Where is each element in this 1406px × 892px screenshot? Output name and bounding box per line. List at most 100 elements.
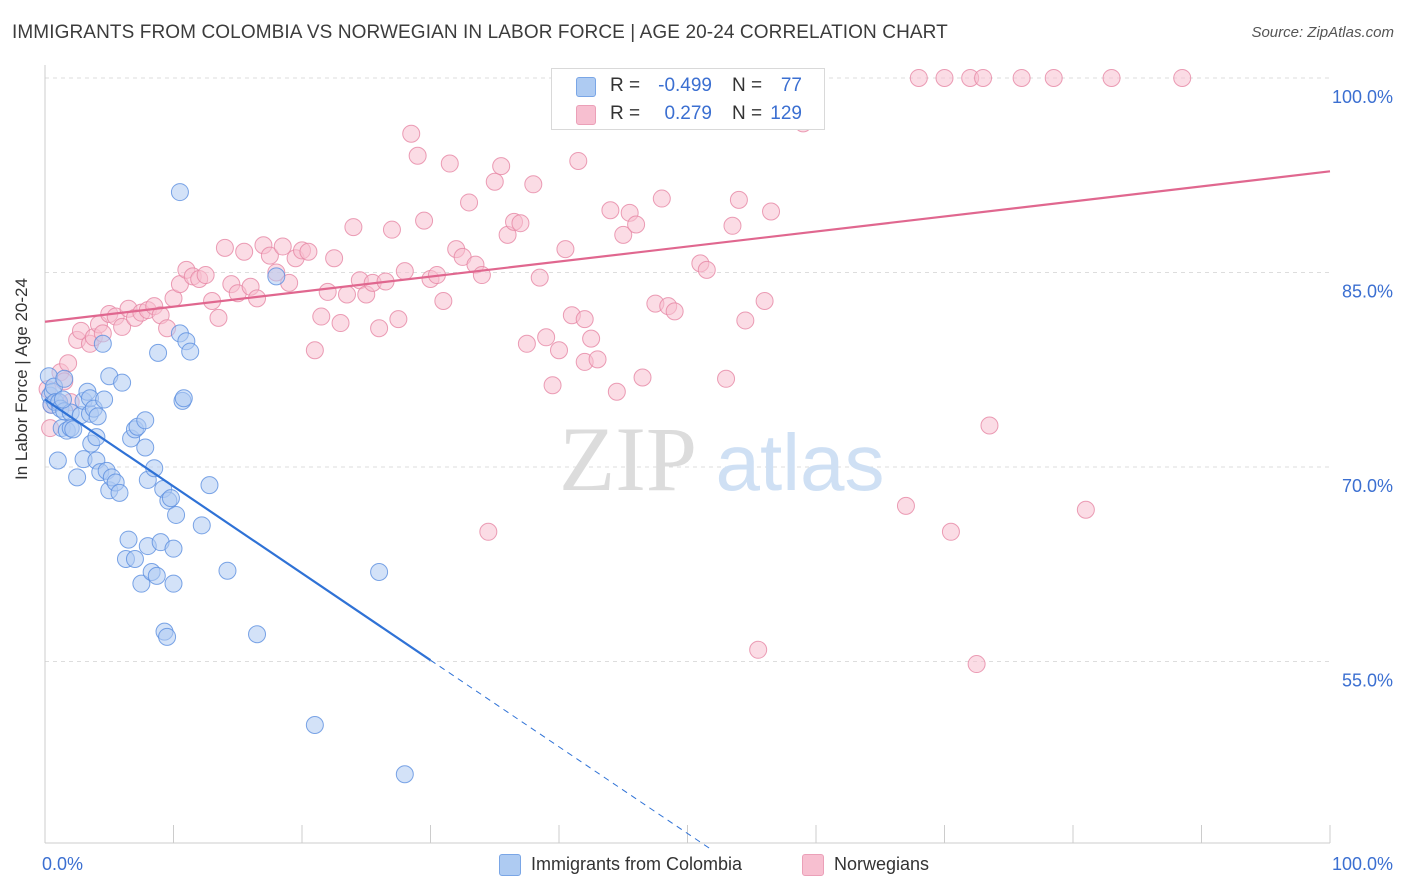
watermark-atlas: atlas <box>716 418 885 507</box>
point-norwegians <box>652 189 671 208</box>
legend-stats-row-colombia: R = -0.499 N = 77 <box>552 72 824 100</box>
point-colombia <box>48 451 67 470</box>
legend-series: Immigrants from Colombia Norwegians <box>0 852 1406 878</box>
point-colombia <box>68 468 87 487</box>
legend-stats: R = -0.499 N = 77 R = 0.279 N = 129 <box>551 68 825 130</box>
point-norwegians <box>543 376 562 395</box>
source-note: Source: ZipAtlas.com <box>1251 24 1394 41</box>
point-norwegians <box>337 285 356 304</box>
point-norwegians <box>614 225 633 244</box>
point-norwegians <box>530 268 549 287</box>
point-norwegians <box>974 68 993 87</box>
point-colombia <box>119 530 138 549</box>
point-colombia <box>267 267 286 286</box>
point-norwegians <box>896 496 915 515</box>
watermark: ZIP atlas <box>559 408 884 510</box>
point-norwegians <box>440 154 459 173</box>
point-colombia <box>170 183 189 202</box>
tick-labels: 100.0% 85.0% 70.0% 55.0% 0.0% 100.0% <box>42 87 1393 874</box>
point-norwegians <box>665 302 684 321</box>
y-tick-label: 55.0% <box>1342 670 1393 690</box>
point-norwegians <box>312 307 331 326</box>
point-norwegians <box>697 260 716 279</box>
point-norwegians <box>588 350 607 369</box>
point-norwegians <box>582 329 601 348</box>
legend-r-value: 0.279 <box>664 103 712 124</box>
x-tick-label: 0.0% <box>42 854 83 874</box>
point-norwegians <box>273 237 292 256</box>
point-colombia <box>136 438 155 457</box>
point-norwegians <box>575 310 594 329</box>
point-colombia <box>136 411 155 430</box>
point-norwegians <box>755 291 774 310</box>
point-norwegians <box>517 334 536 353</box>
legend-swatch-colombia <box>499 854 521 876</box>
point-norwegians <box>299 242 318 261</box>
point-norwegians <box>723 216 742 235</box>
point-norwegians <box>749 640 768 659</box>
y-tick-label: 85.0% <box>1342 281 1393 301</box>
series-colombia <box>39 183 414 784</box>
legend-label-norwegians: Norwegians <box>834 854 930 874</box>
point-norwegians <box>59 354 78 373</box>
legend-n-label: N = <box>732 75 763 96</box>
point-colombia <box>113 373 132 392</box>
legend-n-value: 77 <box>780 75 802 96</box>
point-norwegians <box>389 310 408 329</box>
point-norwegians <box>633 368 652 387</box>
point-colombia <box>218 561 237 580</box>
point-norwegians <box>395 262 414 281</box>
point-norwegians <box>260 246 279 265</box>
watermark-zip: ZIP <box>559 408 697 510</box>
point-norwegians <box>1102 68 1121 87</box>
point-colombia <box>158 627 177 646</box>
point-norwegians <box>113 317 132 336</box>
legend-swatch-norwegians <box>802 854 824 876</box>
point-colombia <box>93 334 112 353</box>
legend-r-label: R = <box>610 75 641 96</box>
point-colombia <box>192 516 211 535</box>
point-colombia <box>305 716 324 735</box>
point-colombia <box>248 625 267 644</box>
point-norwegians <box>601 201 620 220</box>
series-norwegians <box>38 68 1192 674</box>
point-colombia <box>53 390 72 409</box>
point-norwegians <box>980 416 999 435</box>
trendline-norwegians <box>44 170 1331 323</box>
point-norwegians <box>209 308 228 327</box>
point-colombia <box>110 483 129 502</box>
point-norwegians <box>1012 68 1031 87</box>
point-norwegians <box>434 291 453 310</box>
gridlines <box>45 77 1330 662</box>
point-norwegians <box>729 190 748 209</box>
point-norwegians <box>537 328 556 347</box>
point-norwegians <box>511 214 530 233</box>
point-colombia <box>88 407 107 426</box>
y-tick-label: 70.0% <box>1342 476 1393 496</box>
point-norwegians <box>408 146 427 165</box>
point-norwegians <box>305 341 324 360</box>
point-colombia <box>147 566 166 585</box>
point-colombia <box>164 539 183 558</box>
point-colombia <box>64 420 83 439</box>
point-colombia <box>87 428 106 447</box>
point-colombia <box>125 550 144 569</box>
point-norwegians <box>941 522 960 541</box>
point-colombia <box>181 342 200 361</box>
chart-title: IMMIGRANTS FROM COLOMBIA VS NORWEGIAN IN… <box>12 22 948 43</box>
point-norwegians <box>1044 68 1063 87</box>
trendlines <box>44 170 1331 852</box>
point-norwegians <box>215 238 234 257</box>
point-norwegians <box>935 68 954 87</box>
point-norwegians <box>762 202 781 221</box>
point-norwegians <box>479 522 498 541</box>
legend-label-colombia: Immigrants from Colombia <box>531 854 743 874</box>
point-colombia <box>95 390 114 409</box>
x-tick-label: 100.0% <box>1332 854 1393 874</box>
axes <box>44 65 1331 844</box>
point-norwegians <box>550 341 568 360</box>
point-norwegians <box>909 68 928 87</box>
point-norwegians <box>344 218 363 237</box>
point-colombia <box>55 369 74 388</box>
